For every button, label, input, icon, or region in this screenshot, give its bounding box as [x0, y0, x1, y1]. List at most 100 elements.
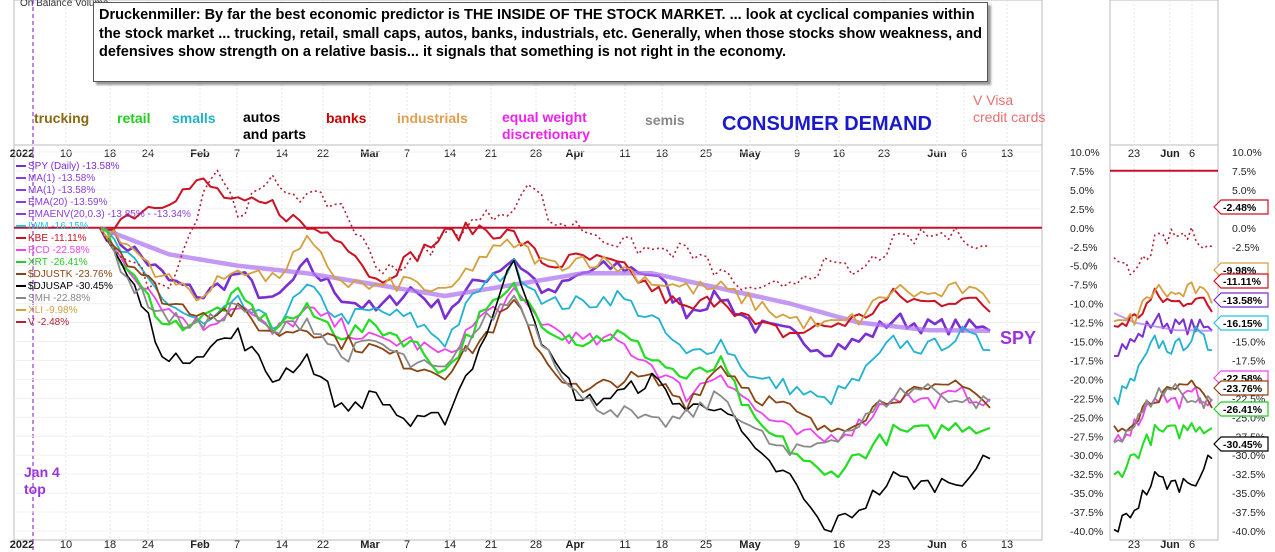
x-tick-label-bottom: 13 [1001, 539, 1013, 551]
spy-label: SPY [1000, 328, 1037, 348]
x-tick-label-top: Apr [566, 148, 586, 160]
end-value-tag-label: -26.41% [1223, 404, 1263, 416]
y-tick-label: -37.5% [1070, 507, 1103, 519]
y-tick-label: 10.0% [1070, 147, 1100, 159]
legend-text: SPY (Daily) -13.58% [28, 161, 120, 172]
legend-text: $DJUSAP -30.45% [28, 281, 113, 292]
top-cut-label: On Balance Volume [20, 0, 109, 9]
x-tick-label-top: 7 [404, 148, 410, 160]
y-tick-label: -40.0% [1070, 526, 1103, 538]
legend-text: IWM -16.15% [28, 221, 89, 232]
legend-entry: $DJUSTK -23.76% [16, 269, 191, 281]
x-tick-label-bottom: 21 [485, 539, 497, 551]
end-value-tag-label: -30.45% [1223, 439, 1263, 451]
side-x-tick-bottom: Jun [1160, 539, 1180, 551]
y-tick-label: -30.0% [1070, 450, 1103, 462]
sector-label-retail: retail [117, 110, 151, 126]
x-tick-label-bottom: Feb [190, 539, 210, 551]
series-line-spy [98, 227, 991, 358]
x-tick-label-top: 14 [276, 148, 288, 160]
legend-swatch [16, 189, 26, 192]
x-tick-label-top: 16 [833, 148, 845, 160]
sector-label-semis: semis [645, 112, 685, 128]
x-tick-label-bottom: 23 [878, 539, 890, 551]
legend-swatch [16, 309, 26, 312]
legend-swatch [16, 261, 26, 264]
end-value-tag-label: -2.48% [1223, 202, 1257, 214]
legend-text: XLI -9.98% [28, 305, 78, 316]
x-tick-label-top: 14 [444, 148, 456, 160]
end-value-tag [1213, 315, 1269, 331]
side-series-line-ema20 [1113, 312, 1213, 332]
side-y-tick-label: -40.0% [1232, 526, 1265, 538]
legend-entry: V -2.48% [16, 317, 191, 329]
x-tick-label-bottom: 11 [619, 539, 630, 551]
x-tick-label-bottom: 10 [60, 539, 72, 551]
legend-swatch [16, 297, 26, 300]
legend-text: EMAENV(20,0.3) -13.85% - -13.34% [28, 209, 191, 220]
side-y-tick-label: -35.0% [1232, 488, 1265, 500]
side-y-tick-label: 10.0% [1232, 147, 1262, 159]
legend-swatch [16, 213, 26, 216]
side-series-line-djustk [1113, 379, 1213, 433]
sector-label-autos: autos and parts [243, 109, 307, 142]
end-value-tag [1213, 199, 1269, 215]
side-y-tick-label: -30.0% [1232, 450, 1265, 462]
x-tick-label-top: Mar [360, 148, 380, 160]
sector-label-equal-weight: equal weight discretionary [502, 109, 590, 142]
side-series-line-iwm [1113, 325, 1213, 406]
y-tick-label: 7.5% [1070, 166, 1094, 178]
druckenmiller-quote: Druckenmiller: By far the best economic … [93, 2, 988, 82]
y-tick-label: 2.5% [1070, 204, 1094, 216]
x-tick-label-bottom: 18 [656, 539, 668, 551]
x-tick-label-bottom: 24 [142, 539, 154, 551]
x-tick-label-top: 23 [878, 148, 890, 160]
y-tick-label: 5.0% [1070, 185, 1094, 197]
end-value-tag [1213, 292, 1269, 308]
sector-label-industrials: industrials [397, 110, 468, 126]
side-series-line-djusap [1113, 454, 1213, 533]
legend-entry: MA(1) -13.58% [16, 173, 191, 185]
x-tick-label-top: 9 [794, 148, 800, 160]
y-tick-label: -15.0% [1070, 337, 1103, 349]
end-value-tag [1213, 401, 1269, 417]
legend-text: $DJUSTK -23.76% [28, 269, 113, 280]
x-tick-label-top: 2022 [10, 148, 34, 160]
side-series-line-xrt [1113, 422, 1213, 479]
y-tick-label: -5.0% [1070, 261, 1097, 273]
x-tick-label-top: 18 [104, 148, 116, 160]
x-tick-label-bottom: 14 [444, 539, 456, 551]
x-tick-label-bottom: May [739, 539, 761, 551]
visa-note: V Visa credit cards [973, 92, 1046, 125]
legend-swatch [16, 321, 26, 324]
legend-text: MA(1) -13.58% [28, 173, 96, 184]
legend-swatch [16, 237, 26, 240]
legend-swatch [16, 177, 26, 180]
end-value-tag [1213, 273, 1269, 289]
x-tick-label-bottom: 6 [961, 539, 967, 551]
y-tick-label: -12.5% [1070, 318, 1103, 330]
side-series-line-kbe [1113, 287, 1213, 328]
sector-label-trucking: trucking [34, 110, 90, 126]
side-y-tick-label: -2.5% [1232, 242, 1259, 254]
side-x-tick-top: 23 [1128, 148, 1140, 160]
legend-entry: SPY (Daily) -13.58% [16, 161, 191, 173]
legend-swatch [16, 273, 26, 276]
side-y-tick-label: -15.0% [1232, 337, 1265, 349]
chart-legend: SPY (Daily) -13.58% MA(1) -13.58% MA(1) -1… [16, 161, 191, 329]
legend-entry: SMH -22.88% [16, 293, 191, 305]
legend-entry: XLI -9.98% [16, 305, 191, 317]
legend-entry: XRT -26.41% [16, 257, 191, 269]
legend-entry: MA(1) -13.58% [16, 185, 191, 197]
end-value-tag-label: -16.15% [1223, 318, 1263, 330]
legend-entry: EMA(20) -13.59% [16, 197, 191, 209]
x-tick-label-top: 25 [700, 148, 712, 160]
x-tick-label-bottom: 28 [530, 539, 542, 551]
legend-text: XRT -26.41% [28, 257, 88, 268]
legend-entry: IWM -16.15% [16, 221, 191, 233]
sector-label-banks: banks [326, 110, 367, 126]
x-tick-label-bottom: 14 [276, 539, 288, 551]
side-y-tick-label: 7.5% [1232, 166, 1256, 178]
end-value-tag-label: -23.76% [1223, 383, 1263, 395]
x-tick-label-top: May [739, 148, 761, 160]
